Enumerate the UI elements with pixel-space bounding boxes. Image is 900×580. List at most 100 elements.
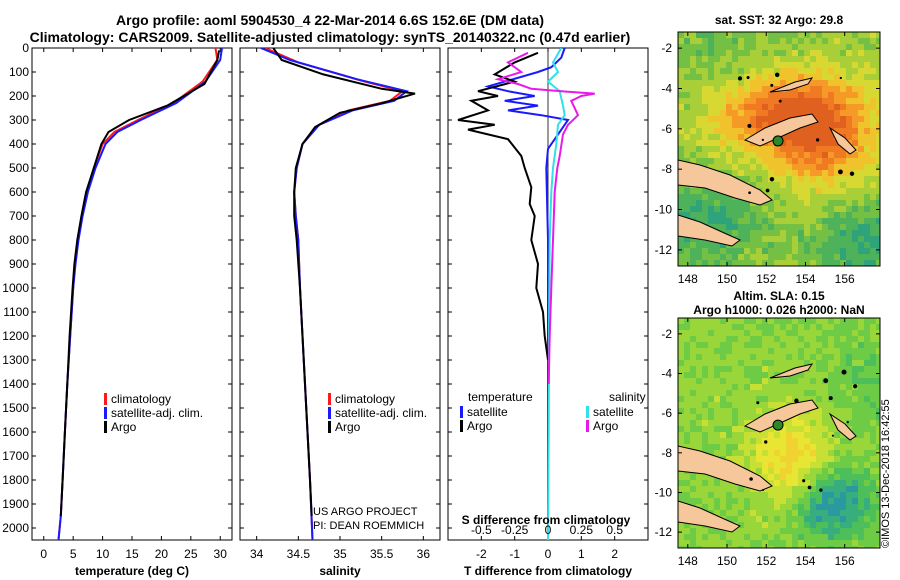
sla_map-cell (690, 384, 697, 391)
sla_map-cell (696, 324, 703, 331)
sst_map-cell (870, 212, 877, 219)
sla_map-cell (702, 414, 709, 421)
sla_map-cell (690, 336, 697, 343)
sst_map-cell (690, 86, 697, 93)
sla_map-cell (858, 528, 865, 535)
x-tick-label: 30 (214, 547, 228, 561)
sla_map-cell (720, 354, 727, 361)
sla_map-cell (876, 330, 880, 337)
sla_map-cell (678, 498, 685, 505)
sst_map-cell (738, 254, 745, 261)
sst_map-cell (834, 260, 841, 266)
sst_map-cell (828, 242, 835, 249)
sla_map-cell (816, 468, 823, 475)
sla_map-cell (744, 318, 751, 325)
sst_map-cell (702, 92, 709, 99)
sst_map-cell (852, 62, 859, 69)
sla_map-cell (834, 528, 841, 535)
sla_map-cell (708, 492, 715, 499)
x-tick-label: 34 (250, 547, 264, 561)
sla_map-cell (864, 420, 871, 427)
sst_map-cell (852, 86, 859, 93)
sst_map-cell (870, 236, 877, 243)
sla_map-cell (774, 330, 781, 337)
sst_map-cell (846, 134, 853, 141)
sla_map-cell (774, 324, 781, 331)
sla_map-cell (834, 480, 841, 487)
sla_map-cell (684, 438, 691, 445)
sla_map-cell (876, 546, 880, 548)
sst_map-cell (822, 146, 829, 153)
sla_map-cell (876, 372, 880, 379)
sla_map-cell (828, 522, 835, 529)
sst_map-cell (678, 92, 685, 99)
sst_map-cell (714, 254, 721, 261)
sla_map-cell (750, 468, 757, 475)
sst_map-cell (768, 182, 775, 189)
sla_map-cell (756, 468, 763, 475)
sla_map-cell (864, 360, 871, 367)
sla-map-title: Altim. SLA: 0.15 (733, 289, 825, 303)
sst_map-cell (768, 212, 775, 219)
sst_map-cell (798, 170, 805, 177)
argo-position-marker (772, 419, 784, 431)
sst_map-cell (696, 32, 703, 39)
sst_map-cell (678, 98, 685, 105)
sla_map-cell (714, 354, 721, 361)
sst_map-cell (732, 92, 739, 99)
sla_map-cell (738, 528, 745, 535)
sst_map-cell (762, 152, 769, 159)
sst_map-cell (816, 146, 823, 153)
sst_map-cell (714, 152, 721, 159)
sst_map-cell (708, 50, 715, 57)
sst_map-cell (858, 104, 865, 111)
sla_map-cell (810, 522, 817, 529)
sst_map-cell (732, 146, 739, 153)
sla_map-cell (870, 330, 877, 337)
sla_map-cell (732, 492, 739, 499)
sla_map-cell (804, 420, 811, 427)
sla_map-cell (720, 366, 727, 373)
sla_map-cell (750, 342, 757, 349)
sst_map-cell (846, 110, 853, 117)
sst_map-cell (876, 44, 880, 51)
sst_map-cell (762, 182, 769, 189)
sst_map-cell (744, 32, 751, 39)
sst_map-cell (828, 230, 835, 237)
sst_map-cell (828, 170, 835, 177)
sla_map-cell (798, 534, 805, 541)
sla_map-cell (702, 528, 709, 535)
sst_map-cell (708, 212, 715, 219)
sla_map-cell (702, 480, 709, 487)
sla_map-cell (798, 360, 805, 367)
sst_map-cell (702, 212, 709, 219)
sla_map-cell (840, 402, 847, 409)
sla_map-cell (720, 414, 727, 421)
sla_map-cell (726, 396, 733, 403)
sst_map-cell (792, 50, 799, 57)
sst_map-cell (726, 32, 733, 39)
sst_map-cell (816, 110, 823, 117)
sst_map-cell (756, 164, 763, 171)
sla_map-cell (816, 330, 823, 337)
sla_map-cell (822, 474, 829, 481)
sst_map-frame (677, 31, 881, 267)
sla_map-cell (852, 540, 859, 547)
sst_map-cell (702, 248, 709, 255)
sla_map-cell (738, 336, 745, 343)
sla_map-cell (690, 474, 697, 481)
sla_map-cell (798, 318, 805, 325)
sst_map-cell (732, 38, 739, 45)
sst_map-cell (756, 248, 763, 255)
sla_map-cell (780, 390, 787, 397)
sla_map-cell (780, 468, 787, 475)
sst_map-cell (828, 254, 835, 261)
legend-temp-argo-swatch (104, 421, 107, 433)
sla_map-cell (858, 498, 865, 505)
sla_map-cell (828, 372, 835, 379)
sst_map-cell (762, 38, 769, 45)
sla_map-cell (744, 348, 751, 355)
sst_map-cell (744, 38, 751, 45)
sla_map-cell (870, 372, 877, 379)
sst_map-cell (792, 86, 799, 93)
